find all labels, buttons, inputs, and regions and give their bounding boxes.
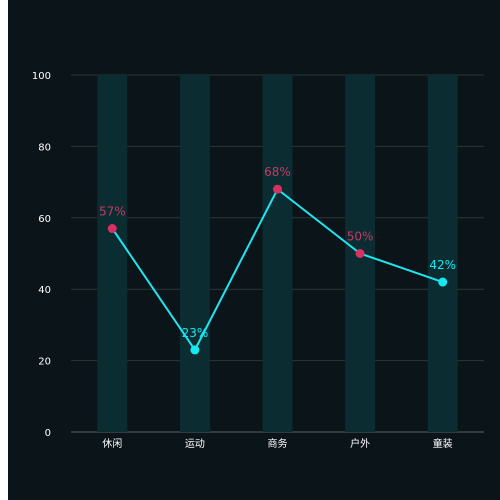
data-label-0: 57% bbox=[99, 205, 126, 219]
y-tick-label: 60 bbox=[38, 214, 51, 225]
x-tick-label: 休闲 bbox=[102, 437, 122, 450]
data-label-3: 50% bbox=[347, 230, 374, 244]
chart-panel bbox=[8, 0, 500, 500]
background-bar-0 bbox=[97, 75, 128, 432]
y-tick-label: 100 bbox=[32, 71, 51, 82]
data-label-4: 42% bbox=[429, 258, 456, 272]
data-points bbox=[107, 184, 448, 355]
y-tick-label: 20 bbox=[38, 357, 51, 368]
background-bar-4 bbox=[427, 75, 458, 432]
y-tick-label: 0 bbox=[45, 428, 51, 439]
data-label-2: 68% bbox=[264, 165, 291, 179]
background-bar-2 bbox=[262, 75, 293, 432]
data-point-1 bbox=[190, 345, 200, 355]
x-tick-label: 运动 bbox=[185, 438, 205, 450]
x-axis-ticks: 休闲 运动 商务 户外 童装 bbox=[102, 437, 452, 450]
data-labels: 57% 23% 68% 50% 42% bbox=[99, 165, 456, 340]
x-tick-label: 童装 bbox=[433, 437, 453, 450]
x-tick-label: 户外 bbox=[350, 437, 370, 450]
data-point-3 bbox=[355, 249, 365, 258]
x-tick-label: 商务 bbox=[268, 437, 288, 450]
data-point-4 bbox=[438, 277, 448, 287]
background-bar-1 bbox=[179, 75, 210, 432]
data-point-2 bbox=[273, 184, 282, 194]
y-tick-label: 40 bbox=[38, 285, 51, 296]
data-point-0 bbox=[107, 224, 117, 234]
data-label-1: 23% bbox=[182, 326, 209, 340]
y-axis-ticks: 0 20 40 60 80 100 bbox=[32, 71, 51, 439]
y-tick-label: 80 bbox=[38, 142, 51, 153]
background-bars bbox=[97, 75, 458, 432]
